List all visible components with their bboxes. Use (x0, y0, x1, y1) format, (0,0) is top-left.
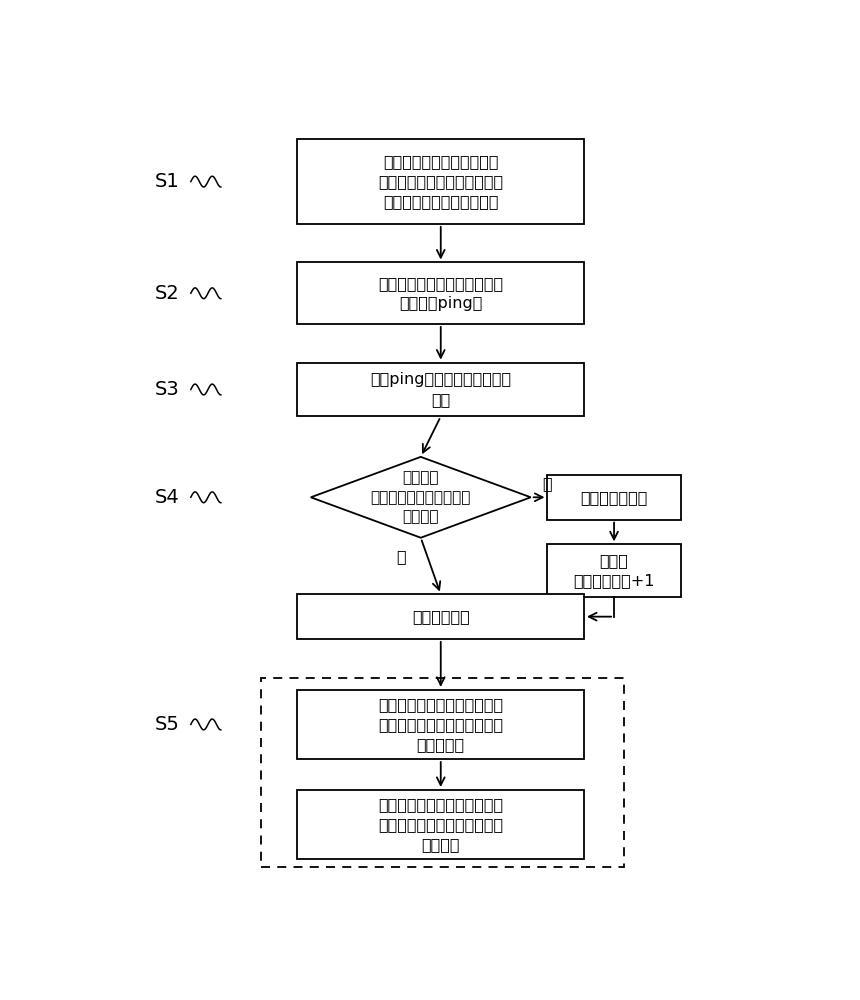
Bar (261, 678, 624, 867)
Bar (298, 139, 584, 224)
Text: 根据电力猫唤醒失败的次数和
第二交换机的断电次数计算唤
醒失败率: 根据电力猫唤醒失败的次数和 第二交换机的断电次数计算唤 醒失败率 (378, 797, 503, 852)
Text: S5: S5 (155, 715, 180, 734)
Bar (548, 544, 681, 597)
Text: S3: S3 (155, 380, 180, 399)
Text: 设置测试时间、通断电开关
机的通电时间和断电时间、设
置电力猫进入休眠状态时间: 设置测试时间、通断电开关 机的通电时间和断电时间、设 置电力猫进入休眠状态时间 (378, 154, 503, 209)
Text: 电力猫
唤醒失败次数+1: 电力猫 唤醒失败次数+1 (574, 553, 654, 588)
Text: 电力猫唤醒失败: 电力猫唤醒失败 (580, 490, 648, 505)
Text: 统计设定的测试时间内第二交
换机的断电次数，电力猫唤醒
失败的次数: 统计设定的测试时间内第二交 换机的断电次数，电力猫唤醒 失败的次数 (378, 697, 503, 752)
Text: 连续发送
不成功的次数是否在允许
范围内？: 连续发送 不成功的次数是否在允许 范围内？ (371, 470, 471, 525)
Text: S2: S2 (155, 284, 180, 303)
Bar (298, 790, 584, 859)
Text: 否: 否 (543, 476, 552, 491)
Bar (298, 690, 584, 759)
Polygon shape (310, 457, 531, 538)
Text: 统计ping包连续发送不成功的
次数: 统计ping包连续发送不成功的 次数 (370, 372, 512, 407)
Text: 客户端通过网卡持续往无线控
制器发送ping包: 客户端通过网卡持续往无线控 制器发送ping包 (378, 276, 503, 311)
Bar (298, 262, 584, 324)
Bar (548, 475, 681, 520)
Text: 是: 是 (396, 549, 406, 564)
Bar (298, 594, 584, 639)
Text: 电力猫被唤醒: 电力猫被唤醒 (412, 609, 470, 624)
Text: S1: S1 (155, 172, 180, 191)
Text: S4: S4 (155, 488, 180, 507)
Bar (298, 363, 584, 416)
